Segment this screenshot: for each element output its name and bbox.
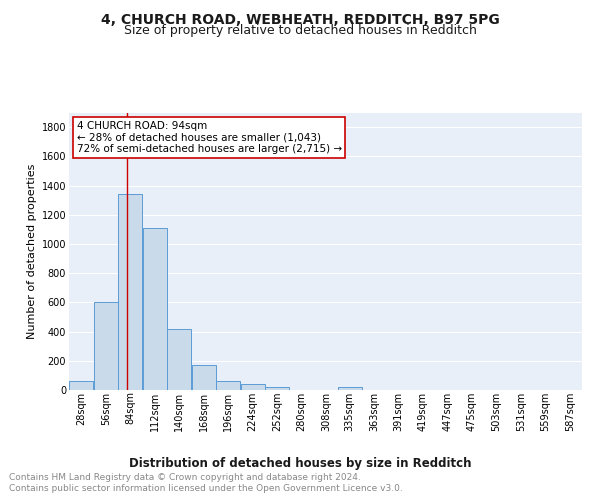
Y-axis label: Number of detached properties: Number of detached properties [28, 164, 37, 339]
Bar [265, 388, 289, 390]
Bar [118, 194, 142, 390]
Bar [191, 365, 215, 390]
Bar [167, 328, 191, 390]
Bar [143, 228, 167, 390]
Bar [241, 384, 265, 390]
Text: Size of property relative to detached houses in Redditch: Size of property relative to detached ho… [124, 24, 476, 37]
Bar [338, 388, 362, 390]
Bar [94, 302, 118, 390]
Text: Contains HM Land Registry data © Crown copyright and database right 2024.
Contai: Contains HM Land Registry data © Crown c… [9, 472, 403, 494]
Bar [69, 381, 93, 390]
Text: Distribution of detached houses by size in Redditch: Distribution of detached houses by size … [129, 458, 471, 470]
Bar [216, 380, 240, 390]
Text: 4, CHURCH ROAD, WEBHEATH, REDDITCH, B97 5PG: 4, CHURCH ROAD, WEBHEATH, REDDITCH, B97 … [101, 12, 499, 26]
Text: 4 CHURCH ROAD: 94sqm
← 28% of detached houses are smaller (1,043)
72% of semi-de: 4 CHURCH ROAD: 94sqm ← 28% of detached h… [77, 121, 342, 154]
